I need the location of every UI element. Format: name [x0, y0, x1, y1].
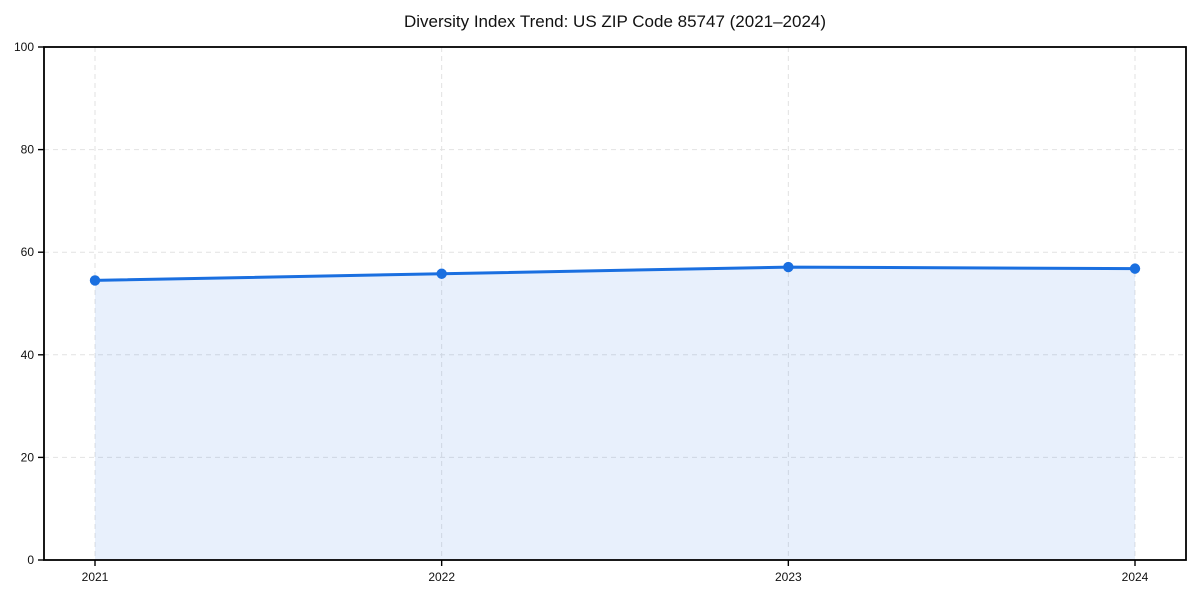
plot-border [43, 46, 1187, 561]
x-axis-tick-label: 2023 [775, 570, 802, 584]
y-axis-tick-label: 0 [27, 553, 34, 567]
y-axis-tick-label: 20 [21, 450, 35, 464]
data-point-marker [783, 261, 794, 273]
y-axis-tick-label: 80 [21, 143, 35, 157]
y-axis-tick-label: 40 [21, 348, 35, 362]
y-axis-tick-label: 60 [21, 245, 35, 259]
data-point-marker [436, 268, 447, 279]
x-axis-tick-label: 2021 [82, 570, 109, 584]
y-axis-tick-label: 100 [14, 40, 34, 54]
x-axis-tick-label: 2024 [1122, 570, 1149, 584]
data-point-marker [89, 275, 101, 286]
trend-line [93, 265, 1137, 282]
chart-title: Diversity Index Trend: US ZIP Code 85747… [403, 12, 827, 31]
data-point-marker [1129, 263, 1141, 274]
x-axis-tick-label: 2022 [428, 570, 455, 584]
area-fill [95, 267, 1135, 560]
